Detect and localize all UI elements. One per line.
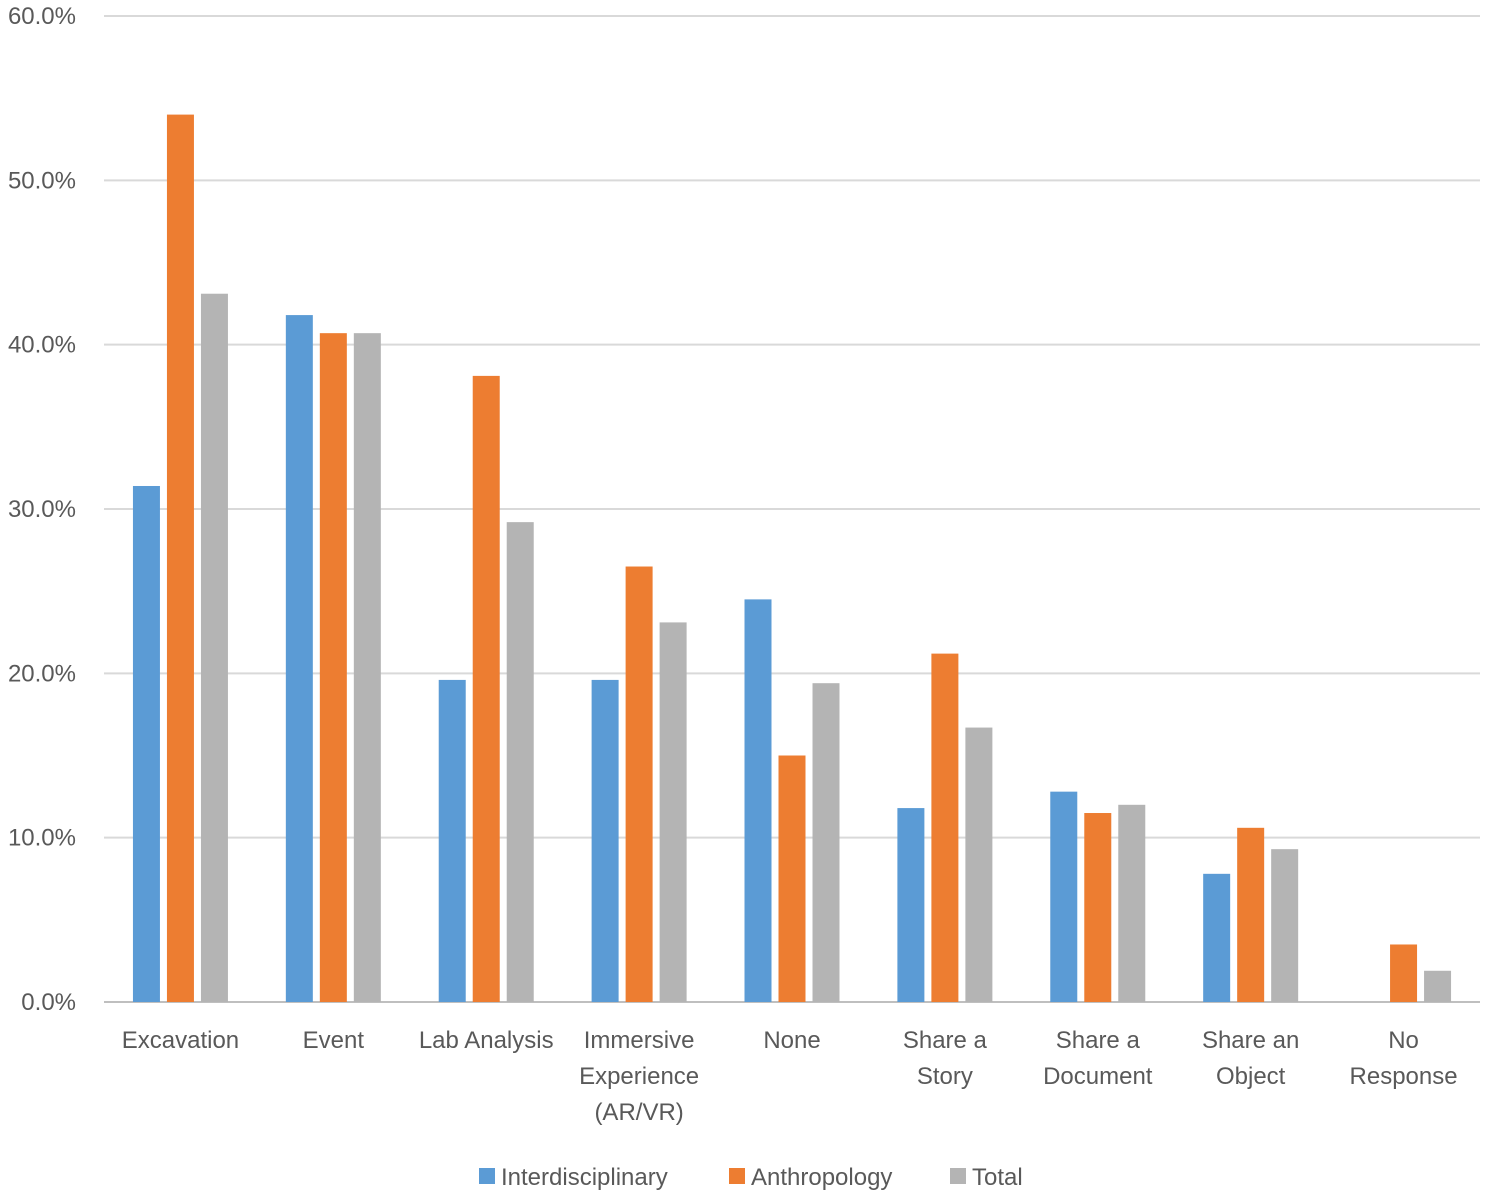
bars <box>132 114 1452 1003</box>
bar-interdisciplinary-7 <box>1203 873 1231 1002</box>
y-tick-label: 0.0% <box>21 989 76 1016</box>
x-category-label: Excavation <box>122 1027 239 1054</box>
x-category-label: Event <box>303 1027 365 1054</box>
y-tick-label: 50.0% <box>8 167 76 194</box>
x-axis-category-labels: Excavation Event Lab Analysis Immersive Expe… <box>122 1027 1458 1126</box>
bar-interdisciplinary-6 <box>1050 791 1078 1002</box>
bar-anthropology-8 <box>1390 944 1418 1002</box>
legend-label-interdisciplinary: Interdisciplinary <box>501 1164 668 1191</box>
x-category-label: Document <box>1043 1063 1153 1090</box>
y-tick-label: 40.0% <box>8 332 76 359</box>
x-category-label: Share an <box>1202 1027 1299 1054</box>
bar-interdisciplinary-4 <box>744 599 772 1002</box>
y-tick-label: 30.0% <box>8 496 76 523</box>
bar-anthropology-2 <box>472 375 500 1002</box>
bar-anthropology-5 <box>931 653 959 1002</box>
legend-label-total: Total <box>972 1164 1023 1191</box>
legend-swatch-total <box>950 1168 966 1184</box>
x-category-label: Share a <box>1056 1027 1141 1054</box>
bar-total-8 <box>1424 970 1452 1002</box>
bar-total-0 <box>200 293 228 1002</box>
bar-interdisciplinary-0 <box>132 485 160 1002</box>
x-category-label: Object <box>1216 1063 1286 1090</box>
bar-total-4 <box>812 683 840 1002</box>
bar-total-6 <box>1118 804 1146 1002</box>
bar-interdisciplinary-3 <box>591 679 619 1002</box>
bar-anthropology-7 <box>1237 827 1265 1002</box>
x-category-label: No <box>1388 1027 1419 1054</box>
x-category-label: Lab Analysis <box>419 1027 554 1054</box>
bar-anthropology-3 <box>625 566 653 1002</box>
legend: Interdisciplinary Anthropology Total <box>479 1164 1023 1191</box>
bar-interdisciplinary-2 <box>438 679 466 1002</box>
bar-interdisciplinary-1 <box>285 315 313 1002</box>
y-tick-label: 10.0% <box>8 825 76 852</box>
bar-total-2 <box>506 522 534 1002</box>
bar-total-5 <box>965 727 993 1002</box>
y-axis-tick-labels: 0.0% 10.0% 20.0% 30.0% 40.0% 50.0% 60.0% <box>8 3 76 1016</box>
legend-label-anthropology: Anthropology <box>751 1164 892 1191</box>
x-category-label: Experience <box>579 1063 699 1090</box>
x-category-label: (AR/VR) <box>594 1099 683 1126</box>
legend-swatch-anthropology <box>729 1168 745 1184</box>
y-tick-label: 20.0% <box>8 660 76 687</box>
bar-anthropology-6 <box>1084 813 1112 1002</box>
bar-total-7 <box>1271 849 1299 1002</box>
bar-interdisciplinary-5 <box>897 808 925 1002</box>
bar-anthropology-1 <box>319 333 347 1002</box>
y-tick-label: 60.0% <box>8 3 76 30</box>
x-category-label: Immersive <box>584 1027 695 1054</box>
bar-anthropology-0 <box>166 114 194 1003</box>
bar-anthropology-4 <box>778 755 806 1002</box>
x-category-label: None <box>763 1027 820 1054</box>
bar-total-1 <box>353 333 381 1002</box>
x-category-label: Story <box>917 1063 973 1090</box>
bar-total-3 <box>659 622 687 1002</box>
x-category-label: Response <box>1350 1063 1458 1090</box>
x-category-label: Share a <box>903 1027 988 1054</box>
legend-swatch-interdisciplinary <box>479 1168 495 1184</box>
